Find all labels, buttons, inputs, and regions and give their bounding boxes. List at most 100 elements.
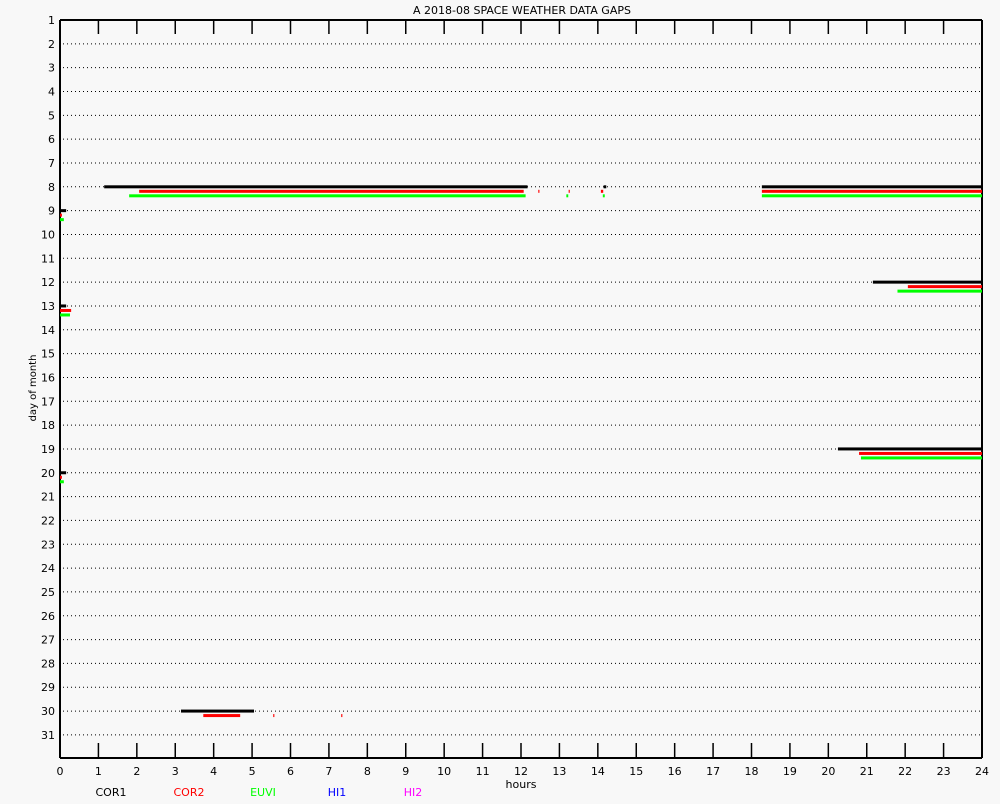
x-tick-label: 2 <box>133 765 140 778</box>
y-tick-label: 18 <box>41 419 55 432</box>
gap-segment-cor1 <box>837 447 982 451</box>
gap-segment-cor2 <box>60 475 62 479</box>
gap-segment-cor1 <box>60 209 67 213</box>
y-tick-label: 16 <box>41 371 55 384</box>
y-tick-label: 20 <box>41 467 55 480</box>
y-tick-label: 3 <box>48 62 55 75</box>
x-tick-label: 24 <box>975 765 989 778</box>
x-tick-label: 8 <box>364 765 371 778</box>
x-tick-label: 22 <box>898 765 912 778</box>
x-tick-label: 14 <box>591 765 605 778</box>
gap-segment-cor2 <box>761 189 982 193</box>
y-tick-labels: 1234567891011121314151617181920212223242… <box>41 14 55 742</box>
legend-euvi: EUVI <box>250 786 276 799</box>
x-tick-label: 19 <box>783 765 797 778</box>
x-tick-label: 7 <box>325 765 332 778</box>
gap-segment-cor2 <box>600 189 604 193</box>
x-tick-label: 20 <box>821 765 835 778</box>
y-tick-label: 19 <box>41 443 55 456</box>
x-tick-label: 4 <box>210 765 217 778</box>
y-tick-label: 4 <box>48 85 55 98</box>
gap-segment-cor1 <box>60 304 67 308</box>
y-tick-label: 23 <box>41 538 55 551</box>
x-tick-label: 0 <box>57 765 64 778</box>
gap-segment-cor2 <box>907 285 982 289</box>
y-tick-label: 6 <box>48 133 55 146</box>
y-tick-label: 2 <box>48 38 55 51</box>
x-tick-label: 17 <box>706 765 720 778</box>
gap-segment-cor1 <box>60 471 67 475</box>
gap-segment-cor2 <box>859 451 982 455</box>
y-tick-label: 30 <box>41 705 55 718</box>
legend-hi1: HI1 <box>328 786 347 799</box>
y-tick-label: 26 <box>41 610 55 623</box>
legend-cor2: COR2 <box>174 786 205 799</box>
gap-segment-cor1 <box>181 709 255 713</box>
y-tick-label: 11 <box>41 252 55 265</box>
x-axis-label: hours <box>506 778 537 791</box>
gap-segments <box>60 185 982 718</box>
y-tick-label: 25 <box>41 586 55 599</box>
x-tick-label: 16 <box>668 765 682 778</box>
y-tick-label: 10 <box>41 228 55 241</box>
gap-segment-cor2 <box>60 213 62 217</box>
x-tick-label: 5 <box>249 765 256 778</box>
x-tick-label: 10 <box>437 765 451 778</box>
gap-segment-euvi <box>860 456 982 460</box>
y-tick-label: 15 <box>41 348 55 361</box>
y-tick-label: 1 <box>48 14 55 27</box>
y-axis-label: day of month <box>28 355 39 422</box>
y-tick-label: 22 <box>41 514 55 527</box>
legend-hi2: HI2 <box>404 786 423 799</box>
axes <box>59 19 983 759</box>
x-tick-label: 9 <box>402 765 409 778</box>
x-tick-label: 11 <box>476 765 490 778</box>
y-tick-label: 24 <box>41 562 55 575</box>
gap-segment-cor2 <box>568 189 570 193</box>
y-tick-label: 28 <box>41 657 55 670</box>
gap-segment-euvi <box>60 218 64 222</box>
gap-segment-euvi <box>602 194 605 198</box>
gap-segment-cor2 <box>273 714 275 718</box>
y-tick-label: 14 <box>41 324 55 337</box>
gap-segment-cor1 <box>603 185 607 189</box>
x-tick-label: 13 <box>552 765 566 778</box>
x-tick-label: 15 <box>629 765 643 778</box>
chart-title: A 2018-08 SPACE WEATHER DATA GAPS <box>413 4 631 17</box>
gap-segment-euvi <box>566 194 569 198</box>
x-tick-label: 18 <box>745 765 759 778</box>
gap-segment-cor2 <box>139 189 524 193</box>
y-tick-label: 31 <box>41 729 55 742</box>
gap-segment-euvi <box>761 194 982 198</box>
y-tick-label: 17 <box>41 395 55 408</box>
gap-segment-euvi <box>60 313 70 317</box>
x-tick-label: 23 <box>937 765 951 778</box>
y-tick-label: 12 <box>41 276 55 289</box>
gap-segment-cor2 <box>538 189 540 193</box>
x-tick-labels: 0 1 2 3 4 5 6 7 8 9 10 11 12 13 14 15 16 17 18 19 20 21 22 23 24 <box>57 765 990 778</box>
grid-lines <box>63 43 982 736</box>
gap-segment-cor2 <box>60 308 72 312</box>
y-tick-label: 21 <box>41 491 55 504</box>
gap-segment-euvi <box>897 289 982 293</box>
x-tick-label: 3 <box>172 765 179 778</box>
gap-segment-cor2 <box>203 714 241 718</box>
y-tick-label: 5 <box>48 109 55 122</box>
gap-segment-cor1 <box>104 185 528 189</box>
gap-segment-euvi <box>129 194 526 198</box>
gap-segment-euvi <box>60 480 64 484</box>
x-tick-label: 6 <box>287 765 294 778</box>
x-tick-label: 21 <box>860 765 874 778</box>
y-tick-label: 9 <box>48 205 55 218</box>
y-tick-label: 29 <box>41 681 55 694</box>
legend-cor1: COR1 <box>96 786 127 799</box>
x-tick-label: 1 <box>95 765 102 778</box>
y-tick-label: 8 <box>48 181 55 194</box>
y-tick-label: 27 <box>41 634 55 647</box>
y-tick-label: 7 <box>48 157 55 170</box>
legend: COR1 COR2 EUVI HI1 HI2 <box>96 786 423 799</box>
x-tick-label: 12 <box>514 765 528 778</box>
gap-segment-cor1 <box>872 280 982 284</box>
gap-segment-cor2 <box>341 714 343 718</box>
